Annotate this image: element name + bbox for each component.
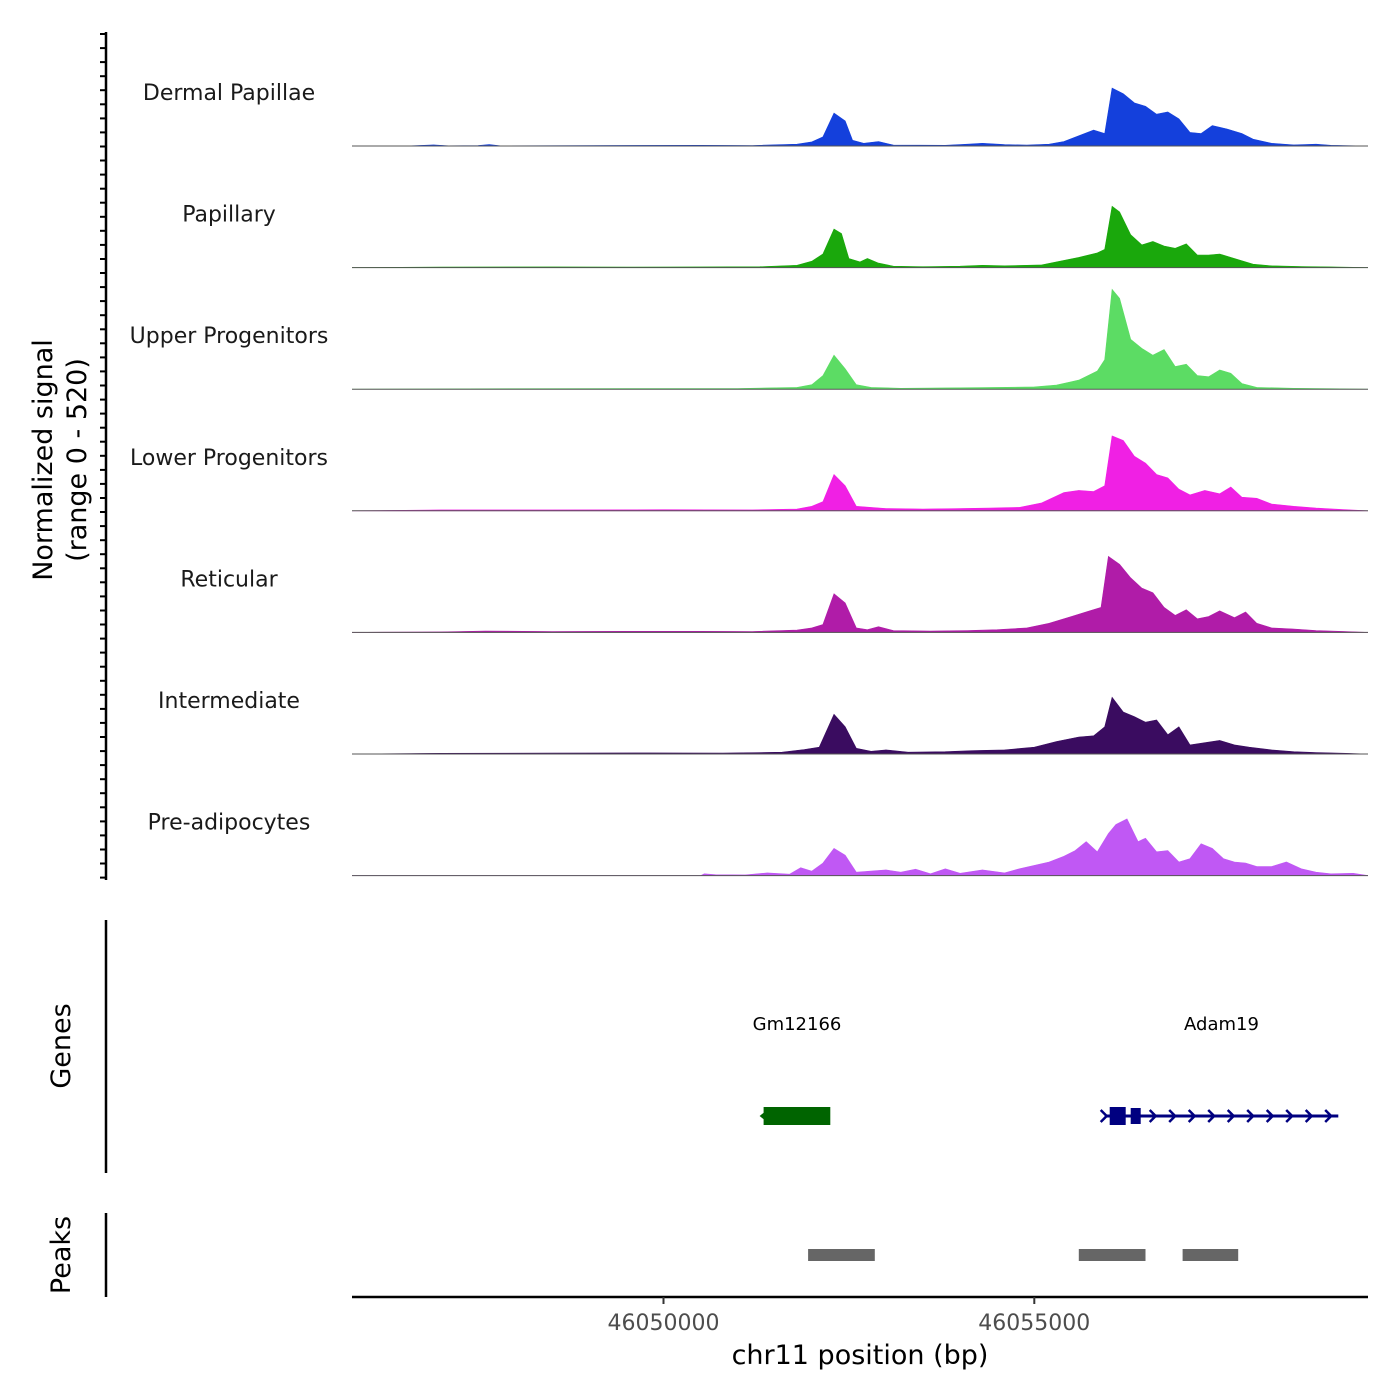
coverage-area-dermal-papillae: [351, 87, 1369, 147]
gene-strand-arrow: [1226, 1109, 1236, 1123]
gene-exon-block: [1109, 1107, 1126, 1125]
gene-strand-arrow: [1265, 1109, 1275, 1123]
gene-exon-block: [1130, 1108, 1141, 1124]
coverage-area-pre-adipocytes: [352, 818, 1369, 876]
track-label: Papillary: [182, 203, 276, 228]
coverage-area-papillary: [351, 205, 1369, 268]
peaks-track-label: Peaks: [46, 1216, 77, 1294]
y-axis-label-line2: (range 0 - 520): [62, 358, 93, 562]
gene-annotations: Gm12166 Adam19: [753, 1014, 1339, 1125]
coverage-area-reticular: [351, 555, 1369, 633]
coverage-area-upper-progenitors: [351, 288, 1369, 390]
y-axis-label-line1: Normalized signal: [28, 339, 59, 581]
gene-strand-arrow: [1246, 1109, 1255, 1123]
x-axis-tick-label: 46055000: [978, 1311, 1090, 1336]
gene-name-label: Adam19: [1184, 1014, 1259, 1035]
track-label: Reticular: [180, 567, 278, 592]
gene-strand-arrow: [759, 1112, 765, 1120]
peak-regions: [808, 1249, 1239, 1261]
gene-name-label: Gm12166: [753, 1014, 842, 1035]
track-label: Lower Progenitors: [130, 446, 328, 471]
track-label: Upper Progenitors: [130, 324, 329, 349]
coverage-axis-ticks: [100, 33, 106, 879]
peak-region: [1182, 1249, 1239, 1261]
track-label: Dermal Papillae: [143, 81, 315, 106]
gene-strand-arrow: [1285, 1109, 1294, 1123]
peak-region: [808, 1249, 875, 1261]
coverage-area-intermediate: [351, 696, 1369, 755]
gene-strand-arrow: [1187, 1109, 1197, 1123]
gene-exon-block: [763, 1107, 831, 1125]
gene-strand-arrow: [1324, 1109, 1333, 1123]
x-axis-tick-label: 46050000: [608, 1311, 720, 1336]
gene-strand-arrow: [1148, 1109, 1158, 1123]
gene-strand-arrow: [1099, 1109, 1109, 1123]
track-label: Intermediate: [158, 689, 300, 714]
peak-region: [1078, 1249, 1146, 1261]
x-axis-ticks: 46050000 46055000: [608, 1297, 1090, 1336]
x-axis-label: chr11 position (bp): [732, 1340, 989, 1371]
genes-track-label: Genes: [46, 1003, 77, 1088]
track-label: Pre-adipocytes: [148, 811, 311, 836]
coverage-area-lower-progenitors: [351, 435, 1369, 512]
gene-strand-arrow: [1168, 1109, 1177, 1123]
gene-strand-arrow: [1207, 1109, 1216, 1123]
coverage-tracks: Dermal Papillae Papillary Upper Progenitor…: [130, 81, 1369, 877]
gene-strand-arrow: [1304, 1109, 1314, 1123]
